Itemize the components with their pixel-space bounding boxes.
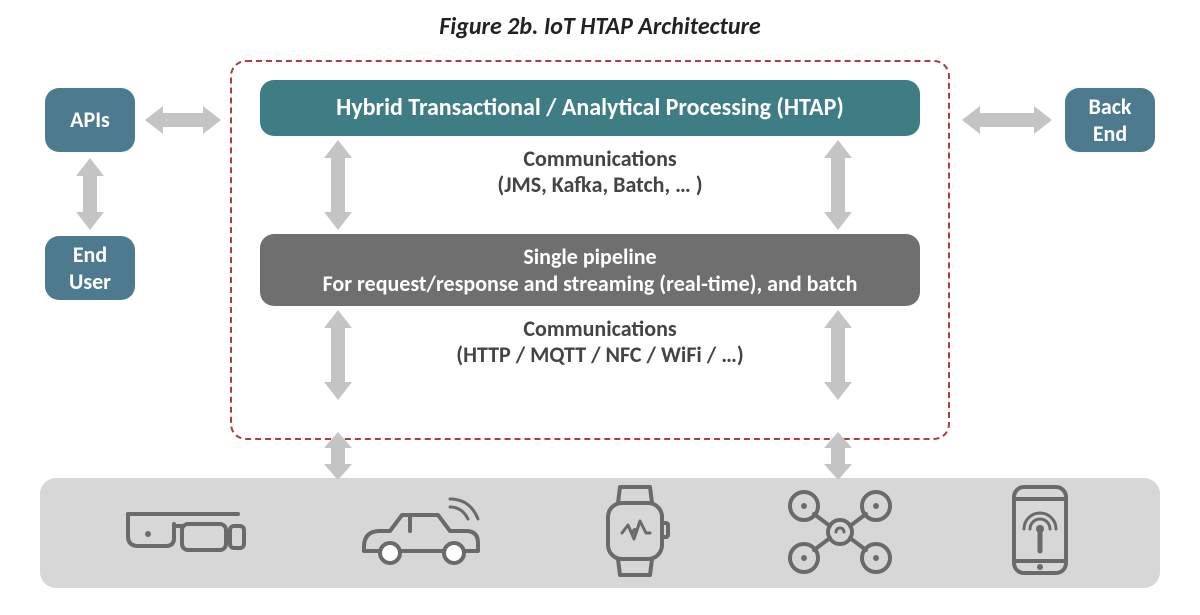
pipeline-line2: For request/response and streaming (real… — [323, 270, 858, 298]
arrow-pipeline-devices-1 — [320, 310, 356, 400]
arrow-backend-htap — [962, 102, 1052, 138]
backend-box: Back End — [1065, 88, 1155, 152]
htap-box: Hybrid Transactional / Analytical Proces… — [260, 80, 920, 136]
arrow-pipeline-devices-2 — [820, 310, 856, 400]
backend-label: Back End — [1089, 93, 1132, 148]
devices-bar — [40, 478, 1160, 588]
smart-glasses-icon — [120, 496, 250, 571]
smartwatch-icon — [590, 481, 680, 586]
communications-label-2: Communications (HTTP / MQTT / NFC / WiFi… — [0, 316, 1200, 369]
apis-label: APIs — [70, 106, 110, 134]
arrow-apis-htap — [145, 102, 221, 138]
comm2-line1: Communications — [0, 316, 1200, 342]
enduser-box: End User — [45, 236, 135, 300]
apis-box: APIs — [45, 88, 135, 152]
communications-label-1: Communications (JMS, Kafka, Batch, … ) — [0, 146, 1200, 199]
smartphone-touch-icon — [1000, 481, 1080, 586]
enduser-label: End User — [69, 241, 111, 296]
arrow-htap-pipeline-1 — [320, 140, 356, 230]
arrow-container-devices-right — [820, 432, 856, 480]
drone-icon — [780, 486, 900, 581]
connected-car-icon — [350, 491, 490, 576]
arrow-container-devices-left — [320, 432, 356, 480]
comm1-line2: (JMS, Kafka, Batch, … ) — [0, 172, 1200, 198]
htap-label: Hybrid Transactional / Analytical Proces… — [336, 93, 844, 123]
arrow-htap-pipeline-2 — [820, 140, 856, 230]
comm2-line2: (HTTP / MQTT / NFC / WiFi / …) — [0, 342, 1200, 368]
figure-title: Figure 2b. IoT HTAP Architecture — [0, 0, 1200, 41]
pipeline-line1: Single pipeline — [523, 243, 656, 271]
pipeline-box: Single pipeline For request/response and… — [260, 234, 920, 306]
arrow-apis-enduser — [72, 158, 108, 230]
comm1-line1: Communications — [0, 146, 1200, 172]
